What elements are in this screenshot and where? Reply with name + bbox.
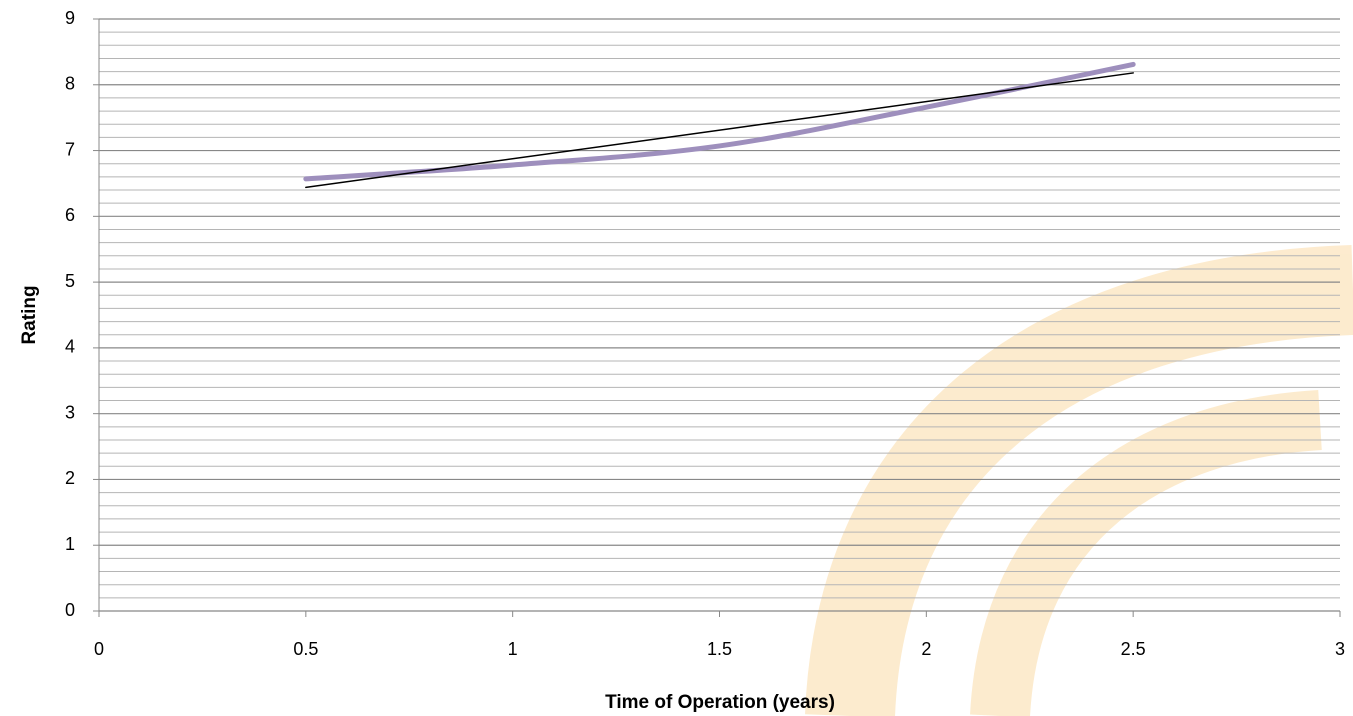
x-tick-label: 1 xyxy=(508,639,518,659)
x-tick-label: 2.5 xyxy=(1121,639,1146,659)
y-tick-label: 5 xyxy=(65,271,75,291)
y-tick-label: 3 xyxy=(65,402,75,422)
x-tick-label: 1.5 xyxy=(707,639,732,659)
y-tick-label: 7 xyxy=(65,139,75,159)
y-tick-label: 6 xyxy=(65,205,75,225)
y-tick-label: 0 xyxy=(65,600,75,620)
plot xyxy=(303,61,1136,189)
x-tick-label: 0.5 xyxy=(293,639,318,659)
x-tick-label: 2 xyxy=(921,639,931,659)
x-tick-label: 3 xyxy=(1335,639,1345,659)
y-tick-label: 1 xyxy=(65,534,75,554)
watermark xyxy=(805,245,1353,716)
series-line xyxy=(305,72,1134,189)
series-line xyxy=(303,61,1136,182)
y-axis-title: Rating xyxy=(19,285,40,344)
y-tick-label: 4 xyxy=(65,337,75,357)
x-tick-label: 0 xyxy=(94,639,104,659)
y-tick-label: 8 xyxy=(65,74,75,94)
y-tick-label: 2 xyxy=(65,468,75,488)
y-tick-label: 9 xyxy=(65,8,75,28)
x-axis-title: Time of Operation (years) xyxy=(605,692,835,713)
